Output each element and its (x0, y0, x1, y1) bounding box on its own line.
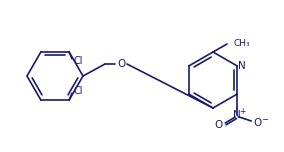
Text: N: N (233, 110, 241, 120)
Text: O: O (253, 118, 261, 128)
Text: +: + (239, 107, 245, 116)
Text: Cl: Cl (73, 56, 82, 66)
Text: O: O (117, 59, 125, 69)
Text: −: − (261, 116, 268, 124)
Text: CH₃: CH₃ (233, 40, 250, 48)
Text: Cl: Cl (73, 86, 82, 96)
Text: O: O (214, 120, 222, 130)
Text: N: N (238, 61, 246, 71)
